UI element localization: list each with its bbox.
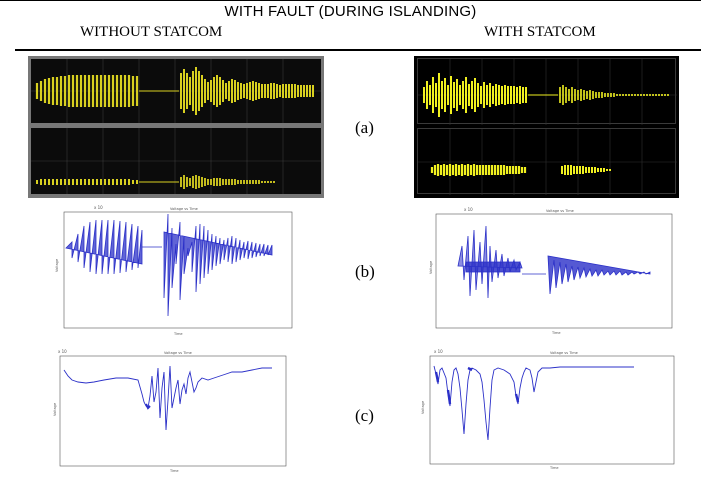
svg-text:Voltage vs Time: Voltage vs Time [170, 207, 198, 211]
scope-plot-with-statcom [414, 56, 679, 198]
svg-text:Time: Time [173, 332, 183, 336]
heading-rule [15, 49, 701, 51]
scope-trace-top-without [31, 59, 321, 123]
voltage-plot-b-without-statcom: x 10 Voltage vs Time Voltage Time [54, 204, 302, 336]
voltage-trace-c-without: x 10 Voltage vs Time Voltage Time [53, 349, 287, 473]
scope-trace-bottom-with [418, 129, 677, 195]
svg-text:Voltage: Voltage [421, 401, 425, 414]
svg-text:Time: Time [551, 331, 561, 335]
scope-trace-bottom-without [31, 128, 321, 194]
row-label-c: (c) [355, 406, 374, 425]
scope-plot-without-statcom [28, 56, 324, 198]
svg-text:x 10: x 10 [58, 349, 67, 354]
svg-text:Voltage: Voltage [429, 261, 433, 274]
svg-text:Time: Time [549, 466, 559, 470]
scope-pane-bottom [417, 128, 677, 195]
svg-text:Voltage: Voltage [55, 259, 59, 272]
svg-text:Voltage: Voltage [53, 403, 57, 416]
voltage-trace-b-with: x 10 Voltage vs Time Voltage Time [429, 207, 673, 335]
voltage-plot-c-without-statcom: x 10 Voltage vs Time Voltage Time [52, 348, 292, 473]
column-heading-with-statcom: WITH STATCOM [484, 24, 596, 40]
svg-text:Voltage vs Time: Voltage vs Time [164, 351, 192, 355]
row-label-a: (a) [355, 118, 374, 137]
scope-pane-bottom [31, 128, 321, 194]
scope-pane-top [417, 58, 677, 125]
svg-text:x 10: x 10 [464, 207, 473, 212]
top-border [0, 0, 701, 1]
scope-trace-top-with [418, 59, 677, 125]
column-heading-without-statcom: WITHOUT STATCOM [80, 24, 223, 40]
svg-text:Voltage vs Time: Voltage vs Time [550, 351, 578, 355]
svg-text:Voltage vs Time: Voltage vs Time [546, 209, 574, 213]
voltage-plot-b-with-statcom: x 10 Voltage vs Time Voltage Time [428, 206, 681, 336]
voltage-trace-b-without: x 10 Voltage vs Time Voltage Time [55, 205, 293, 336]
svg-text:Time: Time [169, 469, 179, 472]
row-label-b: (b) [355, 262, 375, 281]
voltage-trace-c-with: x 10 Voltage vs Time Voltage Time [421, 349, 675, 470]
svg-text:x 10: x 10 [94, 205, 103, 210]
voltage-plot-c-with-statcom: x 10 Voltage vs Time Voltage Time [420, 348, 680, 470]
scope-pane-top [31, 59, 321, 123]
svg-text:x 10: x 10 [434, 349, 443, 354]
figure-title: WITH FAULT (DURING ISLANDING) [224, 3, 477, 20]
